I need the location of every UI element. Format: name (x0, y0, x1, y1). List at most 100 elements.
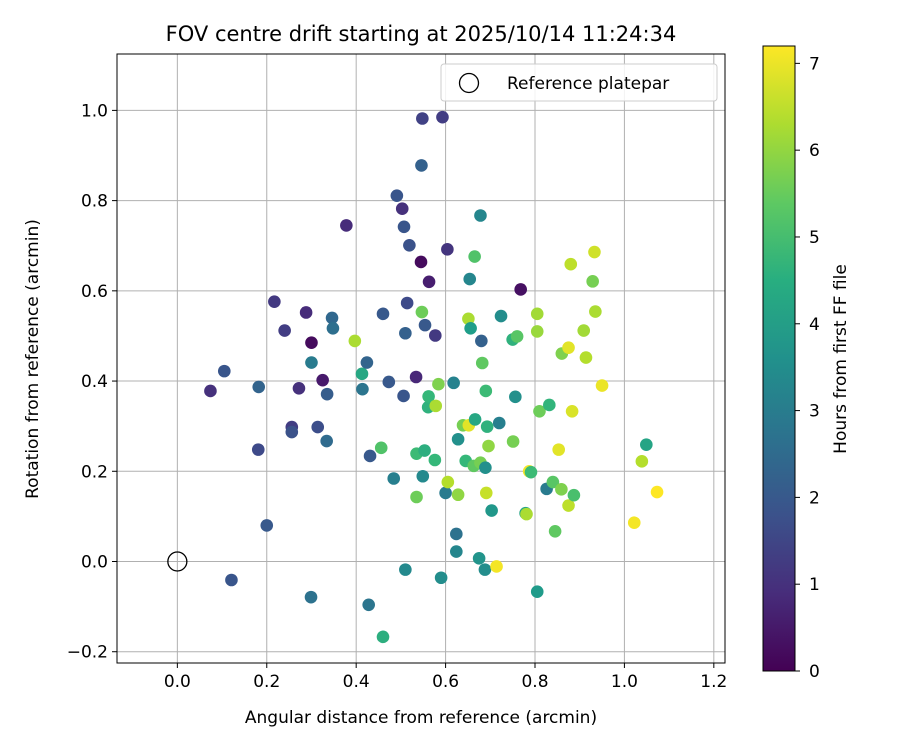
scatter-point (474, 209, 487, 222)
scatter-point (434, 571, 448, 585)
scatter-point (376, 630, 390, 644)
scatter-point (415, 305, 429, 319)
scatter-point (268, 295, 281, 308)
scatter-point (577, 324, 591, 337)
y-tick-label: 0.4 (81, 372, 108, 392)
scatter-point (311, 420, 325, 434)
plot-area: 0.0 0.2 0.4 0.6 0.8 1.0 1.2 −0.2 0.0 0.2 0.4 0.6 0.8… (67, 53, 727, 692)
x-tick-label: 0.0 (164, 672, 191, 692)
scatter-point (589, 305, 602, 318)
scatter-point (478, 563, 492, 576)
scatter-point (468, 413, 482, 426)
colorbar-gradient (762, 45, 796, 672)
scatter-point (548, 524, 562, 538)
scatter-point (363, 449, 377, 463)
scatter-point (422, 275, 436, 289)
scatter-point (447, 376, 460, 390)
y-tick-label: 0.6 (81, 282, 108, 302)
scatter-point (552, 443, 565, 456)
scatter-point (475, 334, 488, 348)
scatter-point (409, 370, 423, 384)
scatter-point (432, 377, 445, 391)
scatter-point (567, 488, 581, 502)
scatter-point (390, 189, 404, 202)
scatter-point (374, 441, 388, 455)
scatter-point (441, 243, 454, 256)
scatter-point (555, 483, 568, 496)
x-axis-label: Angular distance from reference (arcmin) (245, 708, 597, 728)
colorbar-ticks: 0 1 2 3 4 5 6 7 (795, 54, 820, 682)
scatter-point (494, 309, 508, 323)
plot-frame (116, 53, 726, 664)
scatter-point (562, 499, 575, 512)
scatter-point (400, 296, 414, 310)
scatter-point (348, 334, 362, 348)
x-tick-label: 0.8 (521, 672, 548, 692)
colorbar-tick-label: 0 (809, 662, 820, 682)
y-tick-label: −0.2 (67, 643, 108, 663)
scatter-point (451, 488, 465, 502)
scatter-point (564, 257, 578, 271)
scatter-point (292, 381, 306, 395)
scatter-point (635, 455, 649, 468)
scatter-point (395, 202, 409, 216)
scatter-point (418, 444, 431, 457)
scatter-point (204, 384, 217, 398)
scatter-point (479, 461, 492, 474)
scatter-point (436, 110, 449, 124)
scatter-point (320, 387, 334, 401)
scatter-point (340, 219, 353, 232)
scatter-point (362, 598, 375, 612)
scatter-point (514, 283, 527, 296)
scatter-point (475, 356, 489, 370)
colorbar-tick-label: 6 (809, 141, 820, 161)
y-axis-label: Rotation from reference (arcmin) (23, 219, 43, 499)
scatter-point (543, 398, 556, 412)
scatter-point (482, 439, 495, 453)
scatter-point (418, 318, 432, 332)
scatter-point (285, 425, 299, 439)
legend-box (440, 63, 718, 102)
scatter-point (252, 380, 266, 394)
scatter-point (399, 563, 412, 576)
scatter-point (479, 486, 493, 500)
scatter-point (627, 516, 641, 530)
scatter-point (355, 367, 369, 381)
scatter-point (462, 312, 475, 326)
scatter-point (509, 390, 522, 404)
scatter-point (450, 527, 463, 541)
x-tick-label: 1.0 (611, 672, 638, 692)
scatter-point (360, 356, 374, 369)
scatter-point (305, 356, 318, 369)
scatter-point (490, 560, 503, 573)
scatter-point (480, 420, 494, 433)
scatter-point (278, 324, 291, 337)
scatter-point (562, 341, 575, 354)
legend: Reference platepar (440, 63, 718, 102)
scatter-point (468, 250, 481, 263)
scatter-point (387, 472, 401, 485)
scatter-point (316, 373, 329, 387)
colorbar-label: Hours from first FF file (831, 264, 851, 454)
scatter-point (492, 416, 506, 430)
scatter-point (650, 485, 664, 499)
x-tick-label: 0.6 (432, 672, 459, 692)
y-tick-label: 1.0 (81, 101, 108, 121)
scatter-point (397, 389, 410, 403)
legend-label: Reference platepar (507, 74, 669, 94)
scatter-point (506, 435, 520, 448)
scatter-point (429, 329, 442, 342)
scatter-point (530, 325, 544, 338)
y-tick-label: 0.8 (81, 192, 108, 212)
scatter-point (595, 379, 609, 392)
scatter-point (320, 434, 333, 448)
scatter-point (356, 382, 369, 396)
legend-marker-icon (458, 72, 480, 94)
x-tick-label: 0.4 (343, 672, 370, 692)
scatter-point (546, 475, 560, 489)
scatter-point (640, 438, 653, 451)
scatter-point (397, 220, 411, 234)
colorbar-tick-label: 5 (809, 228, 820, 248)
scatter-point (524, 465, 538, 479)
scatter-point (305, 336, 318, 350)
